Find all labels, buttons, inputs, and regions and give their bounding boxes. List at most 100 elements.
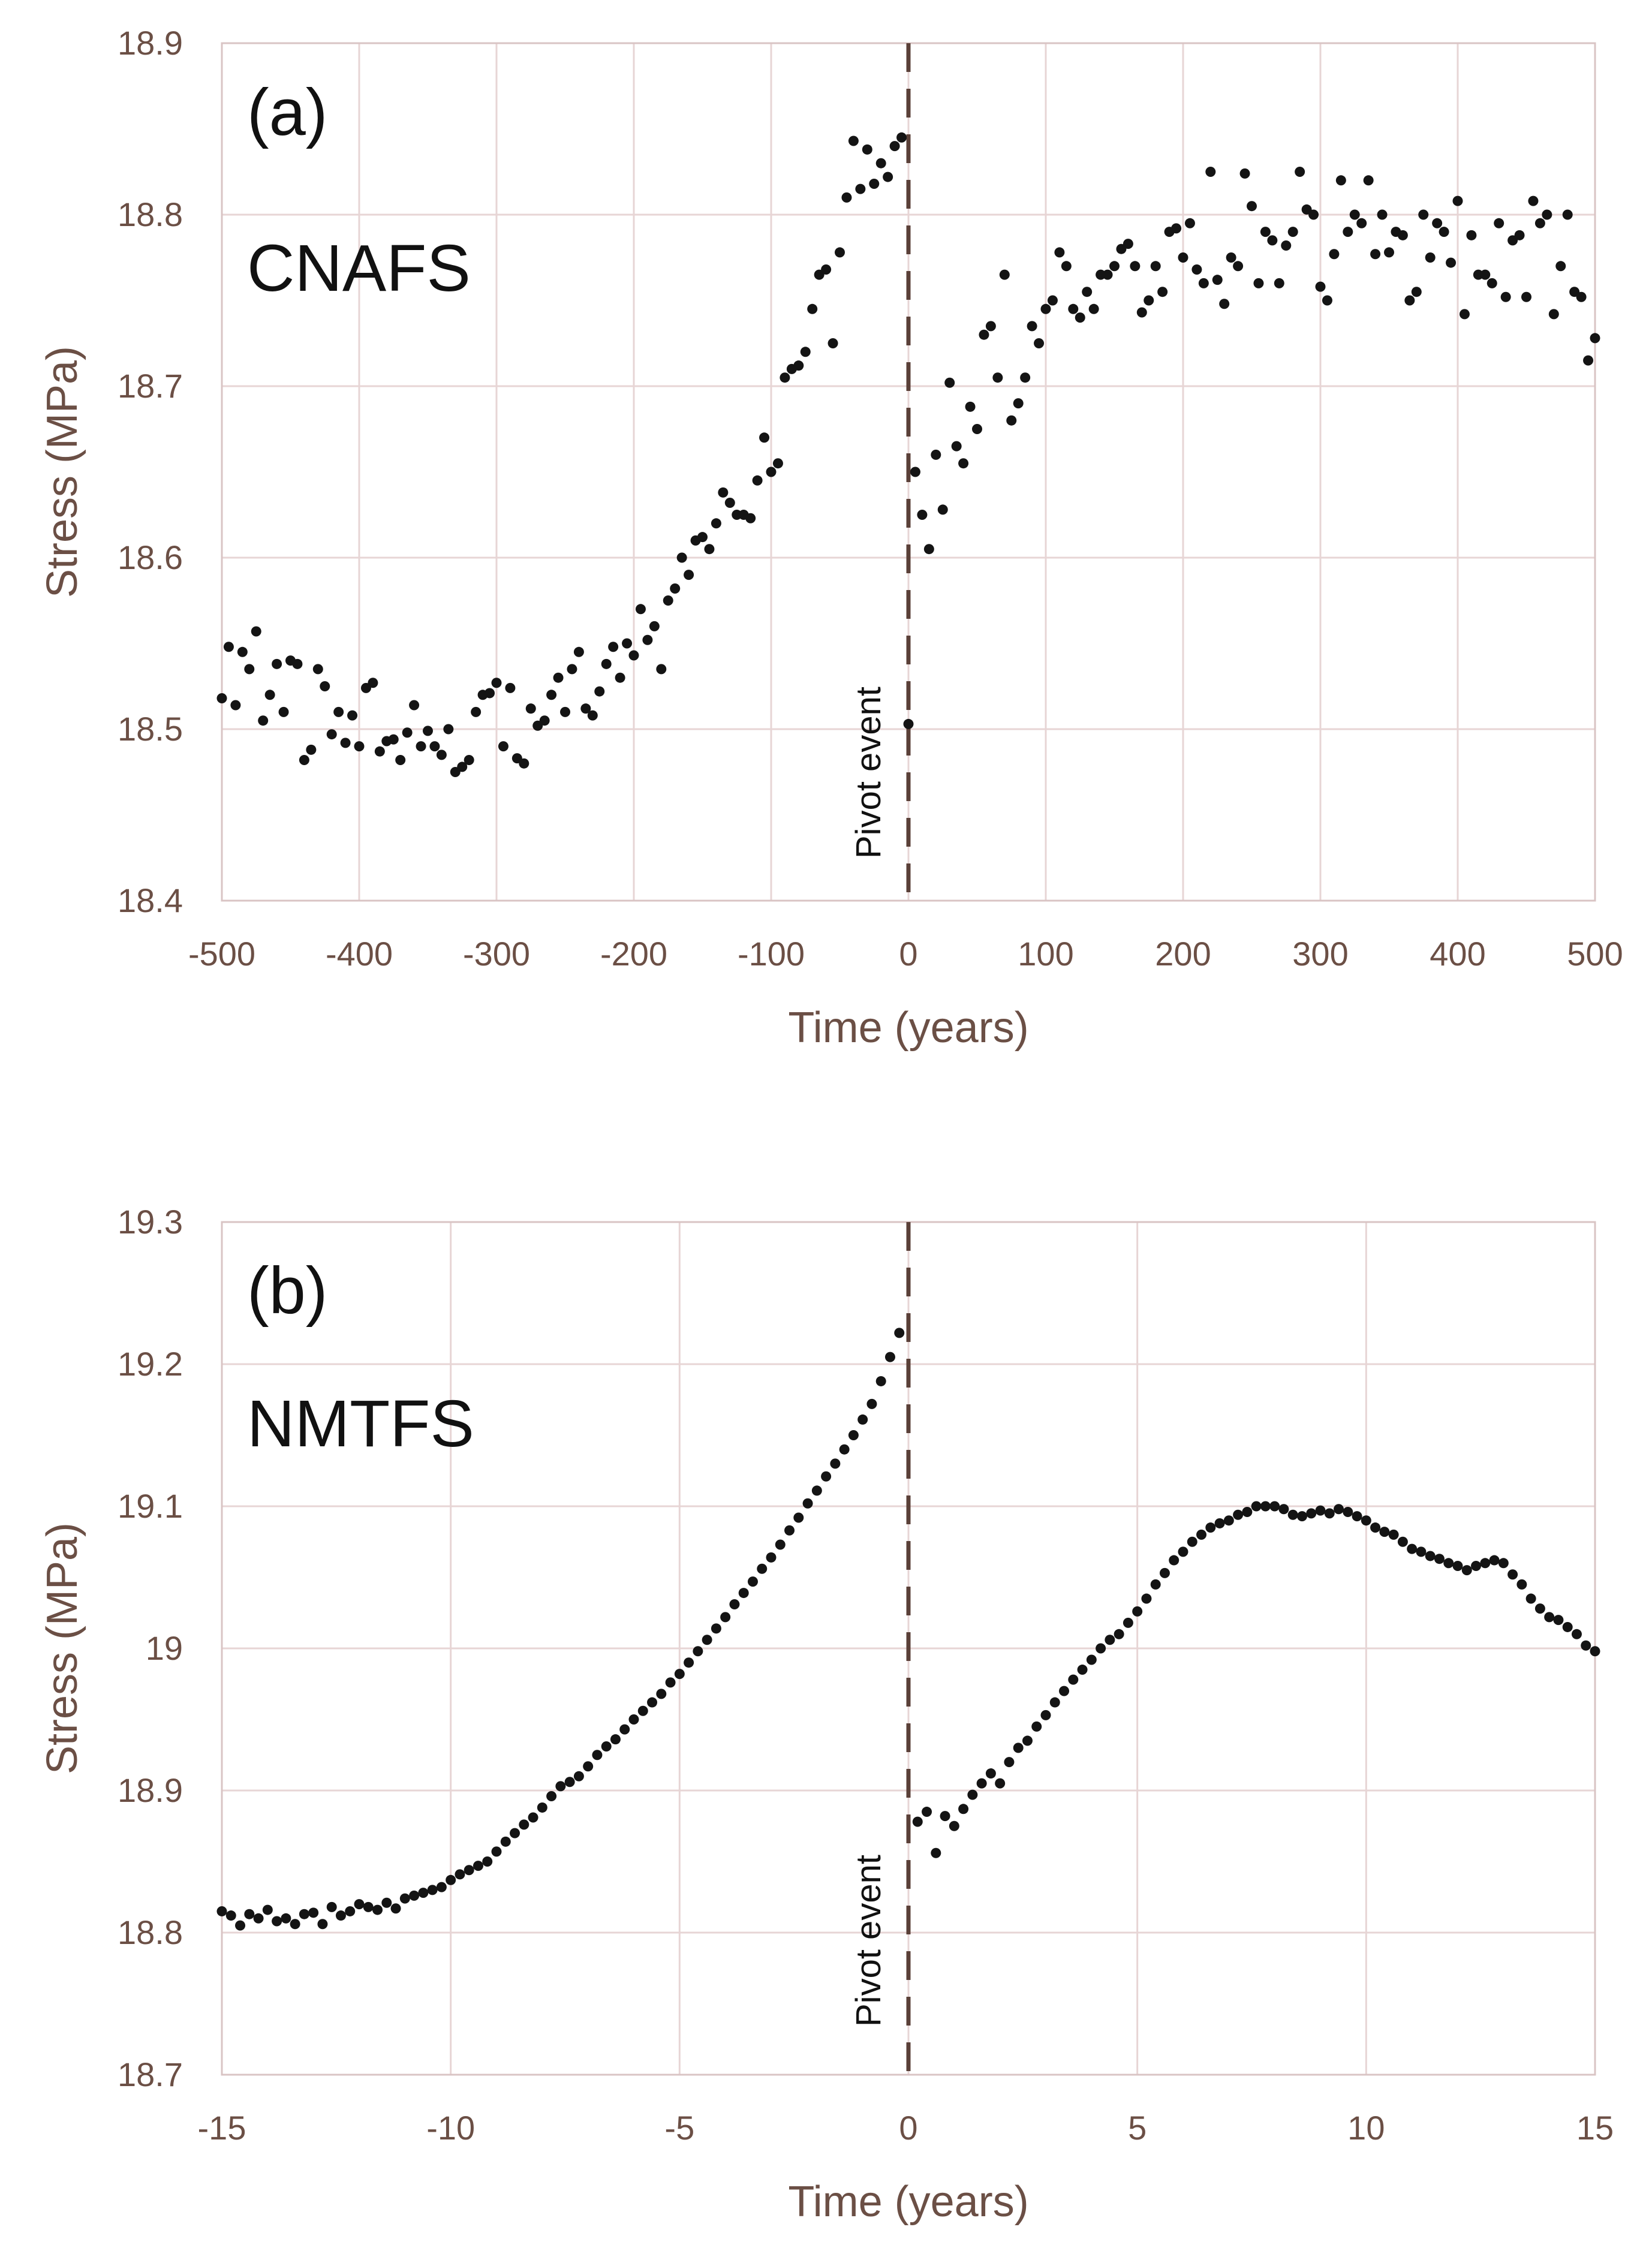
panel-b-data-point bbox=[1178, 1546, 1188, 1557]
panel-a-data-point bbox=[409, 700, 420, 711]
panel-a-data-point bbox=[374, 746, 385, 757]
panel-b-data-point bbox=[857, 1414, 868, 1425]
panel-a-data-point bbox=[505, 682, 516, 693]
panel-b-data-point bbox=[711, 1623, 721, 1634]
panel-a-data-point bbox=[601, 658, 612, 669]
panel-a-data-point bbox=[1384, 247, 1394, 258]
panel-a-data-point bbox=[1562, 209, 1573, 220]
panel-b-data-point bbox=[1544, 1612, 1555, 1623]
panel-b-x-tick-label: -5 bbox=[664, 2109, 694, 2147]
panel-a-data-point bbox=[395, 754, 406, 765]
panel-b-data-point bbox=[940, 1811, 950, 1822]
panel-a-data-point bbox=[1281, 240, 1292, 251]
panel-a-data-point bbox=[1013, 398, 1024, 409]
panel-a-data-point bbox=[587, 710, 598, 721]
panel-b-data-point bbox=[1525, 1593, 1536, 1604]
panel-b-data-point bbox=[931, 1847, 941, 1858]
panel-b-data-point bbox=[619, 1724, 630, 1735]
panel-a-data-point bbox=[251, 626, 261, 637]
panel-a-data-point bbox=[223, 642, 234, 652]
panel-b-data-point bbox=[793, 1512, 804, 1523]
panel-b-data-point bbox=[775, 1539, 786, 1550]
panel-a-chart: Pivot event 18.4 18.5 18.6 18.7 18.8 18.9 -50… bbox=[38, 24, 1623, 1052]
panel-a-y-tick-label: 18.4 bbox=[118, 881, 183, 919]
panel-a-y-tick-labels: 18.4 18.5 18.6 18.7 18.8 18.9 bbox=[118, 24, 183, 919]
panel-a-data-point bbox=[519, 758, 529, 769]
panel-a-data-point bbox=[1075, 312, 1085, 323]
panel-b-data-point bbox=[1434, 1554, 1445, 1564]
panel-b-data-point bbox=[564, 1777, 575, 1787]
panel-a-data-point bbox=[443, 724, 454, 735]
panel-a-data-point bbox=[388, 734, 399, 745]
panel-b-data-point bbox=[674, 1669, 685, 1680]
panel-a-data-point bbox=[1006, 415, 1017, 426]
panel-b-x-axis-title: Time (years) bbox=[788, 2178, 1028, 2226]
panel-b-data-point bbox=[656, 1689, 667, 1699]
panel-b-data-point bbox=[684, 1657, 694, 1668]
panel-b-data-point bbox=[647, 1697, 658, 1708]
panel-a-data-point bbox=[1411, 287, 1422, 297]
panel-b-data-point bbox=[1059, 1686, 1070, 1696]
panel-a-data-point bbox=[1226, 252, 1236, 263]
panel-a-data-point bbox=[1397, 230, 1408, 240]
panel-b-data-point bbox=[1040, 1710, 1051, 1720]
panel-a-data-point bbox=[642, 634, 653, 645]
panel-b-x-tick-label: 15 bbox=[1576, 2109, 1614, 2147]
panel-b-points bbox=[216, 1328, 1600, 1931]
panel-a-data-point bbox=[1521, 291, 1531, 302]
panel-b-data-point bbox=[427, 1885, 438, 1895]
panel-a-data-point bbox=[264, 690, 275, 700]
panel-a-data-point bbox=[1452, 195, 1463, 206]
panel-b-data-point bbox=[281, 1913, 291, 1924]
panel-a-data-point bbox=[1377, 209, 1388, 220]
panel-a-data-point bbox=[896, 132, 907, 143]
panel-a-data-point bbox=[423, 726, 433, 736]
panel-a-data-point bbox=[628, 650, 639, 661]
panel-a-data-point bbox=[333, 706, 344, 717]
panel-b-data-point bbox=[436, 1882, 447, 1892]
panel-b-data-point bbox=[1096, 1643, 1106, 1654]
panel-b-data-point bbox=[738, 1588, 749, 1599]
panel-a-x-tick-label: 100 bbox=[1018, 935, 1073, 973]
panel-b-data-point bbox=[610, 1734, 621, 1745]
panel-a-x-tick-label: 0 bbox=[899, 935, 917, 973]
panel-a-data-point bbox=[1267, 235, 1278, 246]
panel-b-data-point bbox=[345, 1906, 356, 1916]
panel-b-data-point bbox=[1361, 1515, 1371, 1526]
panel-a-data-point bbox=[1425, 252, 1436, 263]
panel-b-data-point bbox=[1187, 1536, 1197, 1547]
panel-b-data-point bbox=[1324, 1508, 1335, 1519]
panel-b-data-point bbox=[922, 1807, 932, 1817]
panel-b-data-point bbox=[1086, 1654, 1097, 1665]
panel-b-data-point bbox=[409, 1890, 420, 1901]
panel-a-data-point bbox=[1590, 333, 1600, 344]
panel-b-data-point bbox=[1571, 1629, 1582, 1639]
panel-b-x-tick-label: 10 bbox=[1347, 2109, 1385, 2147]
panel-a-data-point bbox=[1253, 278, 1264, 288]
panel-a-y-tick-label: 18.7 bbox=[118, 367, 183, 405]
panel-a-label: (a) bbox=[247, 76, 327, 149]
panel-a-data-point bbox=[958, 458, 969, 469]
panel-a-data-point bbox=[649, 621, 660, 631]
panel-a-x-tick-label: 200 bbox=[1155, 935, 1211, 973]
panel-b-data-point bbox=[272, 1916, 282, 1927]
panel-a-data-point bbox=[1487, 278, 1497, 288]
panel-b-data-point bbox=[839, 1444, 850, 1455]
panel-b-data-point bbox=[537, 1802, 547, 1813]
panel-a-data-point bbox=[1123, 239, 1133, 249]
panel-b-data-point bbox=[1516, 1579, 1527, 1590]
panel-a-data-point bbox=[1555, 261, 1566, 272]
panel-a-data-point bbox=[931, 449, 941, 460]
panel-b-data-point bbox=[473, 1861, 483, 1871]
panel-a-data-point bbox=[1363, 175, 1374, 186]
panel-a-data-point bbox=[1542, 209, 1552, 220]
panel-a-data-point bbox=[216, 693, 227, 704]
panel-a-data-point bbox=[1020, 372, 1031, 383]
panel-b-data-point bbox=[546, 1790, 557, 1801]
panel-a-data-point bbox=[1528, 195, 1539, 206]
panel-a-x-tick-label: -400 bbox=[326, 935, 393, 973]
panel-b-data-point bbox=[1534, 1603, 1545, 1614]
panel-a-data-point bbox=[347, 710, 358, 721]
panel-a-y-axis-title: Stress (MPa) bbox=[38, 346, 86, 598]
panel-a-data-point bbox=[1082, 287, 1093, 297]
